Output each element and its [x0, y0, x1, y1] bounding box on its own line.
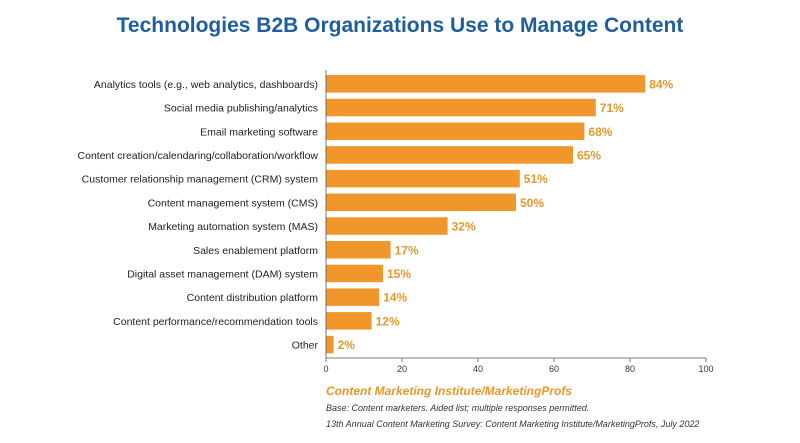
- x-tick-label: 0: [323, 364, 328, 374]
- category-label: Marketing automation system (MAS): [148, 221, 318, 233]
- category-label: Email marketing software: [200, 126, 318, 138]
- value-label: 32%: [452, 220, 476, 234]
- bar: [326, 169, 520, 188]
- chart-title: Technologies B2B Organizations Use to Ma…: [116, 14, 684, 37]
- category-label: Customer relationship management (CRM) s…: [82, 174, 319, 186]
- category-label: Digital asset management (DAM) system: [127, 268, 318, 280]
- source-survey-note: 13th Annual Content Marketing Survey: Co…: [326, 419, 700, 429]
- value-label: 15%: [387, 267, 411, 281]
- x-axis: 0 20 40 60 80 100: [323, 70, 714, 374]
- value-label: 2%: [338, 338, 356, 352]
- x-tick-label: 100: [698, 364, 713, 374]
- x-tick-label: 60: [549, 364, 559, 374]
- bars-group: Analytics tools (e.g., web analytics, da…: [78, 75, 674, 354]
- x-tick-label: 20: [397, 364, 407, 374]
- category-label: Content performance/recommendation tools: [113, 316, 318, 328]
- bar: [326, 122, 585, 140]
- bar: [326, 288, 380, 306]
- category-label: Content creation/calendaring/collaborati…: [78, 150, 319, 162]
- source-base-note: Base: Content marketers. Aided list; mul…: [326, 403, 590, 413]
- bar: [326, 217, 448, 235]
- bar: [326, 312, 372, 330]
- bar: [326, 264, 383, 283]
- x-tick-label: 40: [473, 364, 483, 374]
- category-label: Social media publishing/analytics: [164, 103, 318, 115]
- value-label: 65%: [577, 148, 601, 162]
- category-label: Content management system (CMS): [148, 197, 318, 209]
- category-label: Content distribution platform: [187, 292, 319, 304]
- source-title: Content Marketing Institute/MarketingPro…: [326, 384, 573, 398]
- bar: [326, 146, 573, 164]
- value-label: 51%: [524, 172, 548, 186]
- bar: [326, 193, 516, 212]
- value-label: 84%: [649, 77, 673, 91]
- bar: [326, 241, 391, 259]
- value-label: 68%: [588, 125, 612, 139]
- value-label: 17%: [395, 243, 419, 257]
- bar: [326, 335, 334, 354]
- value-label: 14%: [383, 291, 407, 305]
- bar: [326, 98, 596, 117]
- category-label: Analytics tools (e.g., web analytics, da…: [94, 79, 318, 91]
- value-label: 50%: [520, 196, 544, 210]
- category-label: Other: [292, 340, 319, 352]
- value-label: 12%: [376, 314, 400, 328]
- x-tick-label: 80: [625, 364, 635, 374]
- bar: [326, 75, 646, 93]
- category-label: Sales enablement platform: [193, 245, 318, 257]
- value-label: 71%: [600, 101, 624, 115]
